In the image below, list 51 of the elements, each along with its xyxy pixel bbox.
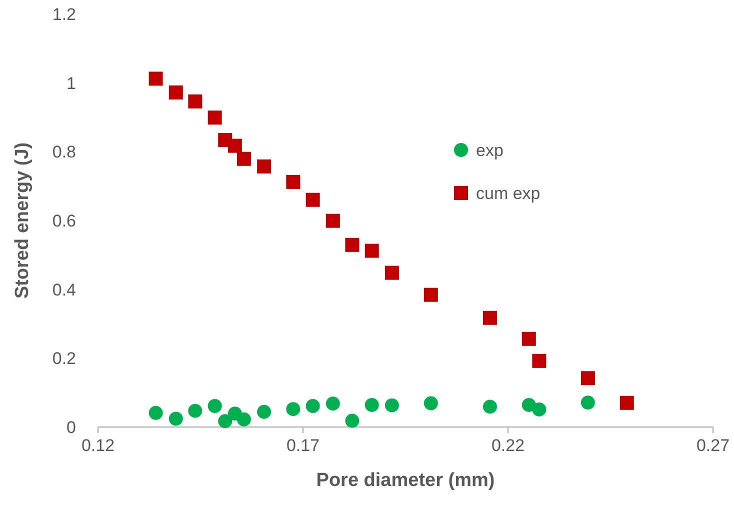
- point: [236, 152, 251, 166]
- point: [257, 159, 272, 174]
- x-tick-label: 0.27: [696, 436, 730, 455]
- y-tick-label: 0: [66, 418, 76, 437]
- point: [228, 138, 242, 153]
- point: [168, 85, 183, 100]
- point: [345, 414, 360, 428]
- point: [168, 412, 183, 426]
- point: [482, 310, 497, 325]
- point: [345, 238, 360, 252]
- point: [188, 404, 202, 418]
- y-tick-label: 1.2: [52, 5, 76, 24]
- x-axis-title: Pore diameter (mm): [316, 470, 495, 491]
- x-tick-label: 0.22: [491, 436, 525, 455]
- point: [208, 110, 222, 125]
- point: [424, 396, 438, 410]
- point: [580, 371, 595, 386]
- point: [532, 402, 546, 416]
- point: [236, 412, 251, 426]
- point: [384, 266, 399, 280]
- legend-label: cum exp: [476, 184, 540, 203]
- point: [286, 402, 300, 416]
- y-tick-label: 0.4: [52, 280, 76, 300]
- point: [148, 406, 163, 420]
- point: [532, 354, 546, 368]
- point: [306, 192, 320, 207]
- x-tick-label: 0.12: [81, 436, 115, 455]
- point: [580, 396, 595, 410]
- point: [364, 244, 379, 258]
- y-tick-label: 0.6: [52, 212, 76, 230]
- point: [188, 94, 202, 108]
- y-tick-label: 0.8: [52, 142, 76, 162]
- point: [326, 214, 340, 228]
- point: [148, 72, 163, 86]
- point: [326, 396, 340, 411]
- point: [384, 398, 399, 412]
- point: [364, 398, 379, 412]
- point: [218, 414, 232, 428]
- point: [257, 404, 272, 419]
- point: [208, 399, 222, 414]
- point: [306, 399, 320, 414]
- y-tick-label: 1: [66, 74, 76, 93]
- y-tick-label: 0.2: [52, 349, 76, 368]
- point: [522, 332, 536, 346]
- x-tick-label: 0.17: [286, 436, 320, 455]
- point: [620, 396, 634, 410]
- y-axis-title: Stored energy (J): [12, 142, 33, 299]
- point: [424, 288, 438, 302]
- legend-label: exp: [476, 141, 504, 160]
- point: [482, 400, 497, 414]
- point: [286, 174, 300, 189]
